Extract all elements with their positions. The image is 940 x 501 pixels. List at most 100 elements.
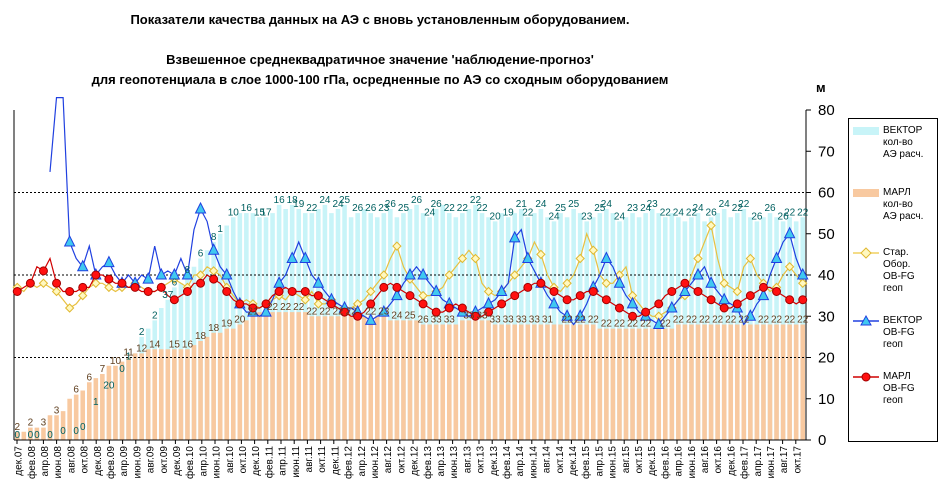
vektor-obfg-point — [207, 243, 220, 255]
x-tick-label: авг.16 — [700, 446, 711, 474]
data-label-marl-count: 33 — [463, 310, 475, 321]
x-tick-label: авг.12 — [383, 446, 394, 474]
data-label-vektor-count: 2 — [152, 310, 158, 321]
data-label-vektor-count: 24 — [640, 203, 652, 214]
x-tick-label: окт.17 — [792, 446, 803, 474]
marl-obfg-point — [169, 295, 179, 305]
data-label-vektor-count: 24 — [319, 195, 331, 206]
x-tick-label: дек.16 — [726, 446, 737, 476]
vektor-obfg-point — [194, 201, 207, 214]
x-tick-label: фев.13 — [422, 446, 434, 479]
x-tick-label: июн.15 — [608, 446, 619, 479]
data-label-marl-count: 33 — [476, 310, 488, 321]
bar-marl-count — [708, 324, 714, 440]
vektor-obfg-point — [378, 305, 390, 317]
bar-marl-count — [617, 328, 622, 440]
data-label-vektor-count: 23 — [581, 211, 593, 222]
bar-marl-count — [721, 324, 727, 440]
marl-obfg-point — [209, 274, 219, 284]
bar-marl-count — [676, 324, 681, 440]
bar-marl-count — [21, 431, 27, 440]
bar-marl-count — [460, 320, 465, 440]
marl-obfg-point — [628, 311, 638, 321]
old-obfg-point — [78, 290, 88, 301]
bar-marl-count — [538, 324, 544, 440]
data-label-marl-count: 23 — [378, 306, 390, 317]
data-label-vektor-count: 19 — [503, 207, 515, 218]
marl-obfg-point — [326, 299, 336, 309]
marl-obfg-point — [588, 287, 598, 296]
bar-marl-count — [512, 324, 518, 440]
bar-marl-count — [368, 316, 374, 440]
bar-marl-count — [67, 398, 72, 440]
bar-marl-count — [669, 328, 675, 440]
data-label-marl-count: 12 — [136, 343, 148, 354]
data-label-vektor-count: 25 — [568, 199, 580, 210]
data-label-vektor-count: 20 — [490, 211, 502, 222]
vektor-obfg-point — [299, 251, 312, 263]
vektor-obfg-point — [783, 226, 796, 239]
data-label-marl-count: 26 — [418, 315, 430, 326]
x-tick-label: июн.09 — [132, 446, 143, 479]
vektor-obfg-point — [522, 251, 534, 263]
x-tick-label: окт.14 — [555, 446, 566, 474]
x-tick-label: июн.16 — [687, 446, 698, 479]
bar-marl-count — [728, 324, 734, 440]
old-obfg-point — [470, 253, 481, 264]
data-label-vektor-count: 22 — [476, 203, 488, 214]
bar-marl-count — [316, 316, 321, 440]
y-tick-label: 70 — [818, 143, 835, 160]
data-label-marl-count: 6 — [73, 385, 79, 396]
bar-marl-count — [270, 312, 275, 440]
data-label-vektor-count: 8 — [185, 265, 191, 276]
x-tick-label: дек.15 — [647, 446, 658, 476]
bar-marl-count — [479, 320, 485, 440]
vektor-obfg-point — [508, 230, 521, 243]
vektor-obfg-point — [548, 296, 560, 309]
marl-obfg-point — [274, 287, 284, 296]
y-tick-label: 0 — [818, 432, 826, 449]
marl-obfg-point — [693, 287, 703, 296]
marl-obfg-point — [392, 282, 402, 292]
vektor-obfg-point — [76, 259, 89, 272]
old-obfg-point — [601, 278, 612, 288]
x-tick-label: июн.14 — [528, 446, 539, 479]
vektor-obfg-point — [574, 309, 586, 321]
legend-label-vektor-count: ВЕКТОР кол-во АЭ расч. — [883, 125, 924, 160]
x-tick-label: апр.17 — [753, 446, 764, 477]
data-label-marl-count: 22 — [267, 302, 279, 313]
bar-vektor-count — [669, 213, 675, 440]
bar-marl-count — [119, 361, 125, 440]
data-label-vektor-count: 24 — [673, 207, 685, 218]
data-label-vektor-count: 6 — [198, 249, 204, 260]
marl-obfg-point — [758, 282, 768, 292]
data-label-vektor-count: 26 — [385, 199, 397, 210]
data-label-vektor-count: 10 — [228, 207, 240, 218]
marl-obfg-point — [497, 299, 507, 309]
data-label-vektor-count: 18 — [287, 195, 299, 206]
x-tick-label: апр.12 — [357, 446, 368, 477]
bar-marl-count — [610, 328, 616, 440]
y-tick-label: 60 — [818, 185, 835, 202]
bar-marl-count — [283, 312, 288, 440]
bar-marl-count — [100, 374, 105, 440]
legend-swatch-old-obfg — [853, 247, 879, 259]
vektor-obfg-point — [561, 309, 573, 321]
vektor-obfg-point — [757, 288, 770, 301]
data-label-vektor-count: 23 — [378, 203, 390, 214]
bar-marl-count — [158, 349, 164, 440]
data-label-marl-count: 18 — [195, 331, 207, 342]
data-label-marl-count: 6 — [86, 372, 92, 383]
old-obfg-point — [366, 286, 376, 297]
bar-marl-count — [715, 324, 720, 440]
data-label-marl-count: 22 — [725, 315, 737, 326]
bar-marl-count — [649, 328, 655, 440]
bar-marl-count — [394, 320, 400, 440]
bar-marl-count — [532, 324, 537, 440]
bar-marl-count — [185, 349, 190, 440]
marl-obfg-point — [418, 299, 428, 309]
data-label-vektor-count: 26 — [751, 211, 763, 222]
x-tick-label: авг.17 — [779, 446, 790, 474]
old-obfg-point — [798, 278, 808, 288]
bar-marl-count — [230, 328, 236, 440]
